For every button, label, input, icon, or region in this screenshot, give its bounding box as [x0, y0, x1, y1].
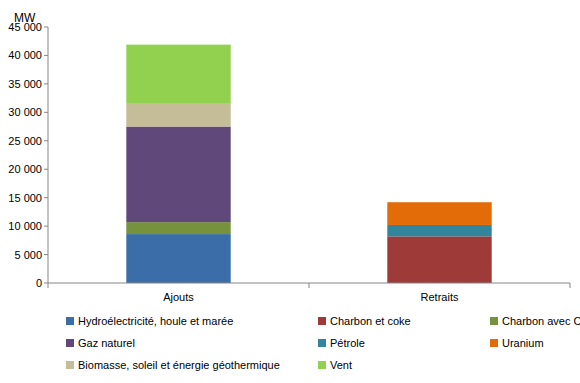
legend-label: Charbon avec CSC — [502, 315, 580, 327]
y-tick — [44, 283, 48, 284]
bar-segment — [126, 45, 230, 104]
y-tick — [44, 55, 48, 56]
bar-segment — [387, 236, 491, 283]
bar-segment — [126, 127, 230, 223]
bar-segment — [126, 104, 230, 127]
y-tick-label: 45 000 — [8, 21, 42, 33]
legend-swatch — [318, 339, 326, 347]
bar-segment — [387, 202, 491, 203]
bars — [126, 45, 491, 283]
bar-segment — [387, 225, 491, 236]
y-tick — [44, 254, 48, 255]
legend-label: Hydroélectricité, houle et marée — [78, 315, 233, 327]
legend-label: Gaz naturel — [78, 337, 135, 349]
legend-swatch — [318, 317, 326, 325]
y-axis — [48, 27, 49, 283]
legend-swatch — [490, 317, 498, 325]
category-tick — [48, 283, 49, 288]
category-tick — [309, 283, 310, 288]
y-tick-label: 35 000 — [8, 78, 42, 90]
y-tick — [44, 140, 48, 141]
y-tick-label: 30 000 — [8, 106, 42, 118]
legend-swatch — [66, 361, 74, 369]
legend-swatch — [318, 361, 326, 369]
y-tick — [44, 112, 48, 113]
x-tick-label: Ajouts — [163, 291, 194, 303]
legend-label: Vent — [330, 359, 352, 371]
y-tick — [44, 27, 48, 28]
y-tick-label: 0 — [36, 277, 42, 289]
legend-swatch — [66, 317, 74, 325]
bar-segment — [387, 202, 491, 203]
y-tick — [44, 83, 48, 84]
bar-segment — [126, 234, 230, 283]
x-tick-label: Retraits — [421, 291, 459, 303]
legend-swatch — [490, 339, 498, 347]
y-tick-label: 25 000 — [8, 135, 42, 147]
y-tick-label: 15 000 — [8, 192, 42, 204]
legend-label: Pétrole — [330, 337, 365, 349]
category-tick — [570, 283, 571, 288]
y-tick — [44, 197, 48, 198]
y-tick-label: 40 000 — [8, 49, 42, 61]
chart: MW05 00010 00015 00020 00025 00030 00035… — [0, 0, 580, 383]
legend-label: Charbon et coke — [330, 315, 411, 327]
y-tick — [44, 169, 48, 170]
bar-segment — [387, 202, 491, 225]
legend: Hydroélectricité, houle et marée Charbon … — [66, 315, 580, 371]
legend-label: Biomasse, soleil et énergie géothermique — [78, 359, 280, 371]
y-tick — [44, 226, 48, 227]
y-tick-label: 20 000 — [8, 163, 42, 175]
y-tick-label: 5 000 — [14, 249, 42, 261]
bar-segment — [126, 222, 230, 234]
y-tick-label: 10 000 — [8, 220, 42, 232]
legend-swatch — [66, 339, 74, 347]
legend-label: Uranium — [502, 337, 544, 349]
